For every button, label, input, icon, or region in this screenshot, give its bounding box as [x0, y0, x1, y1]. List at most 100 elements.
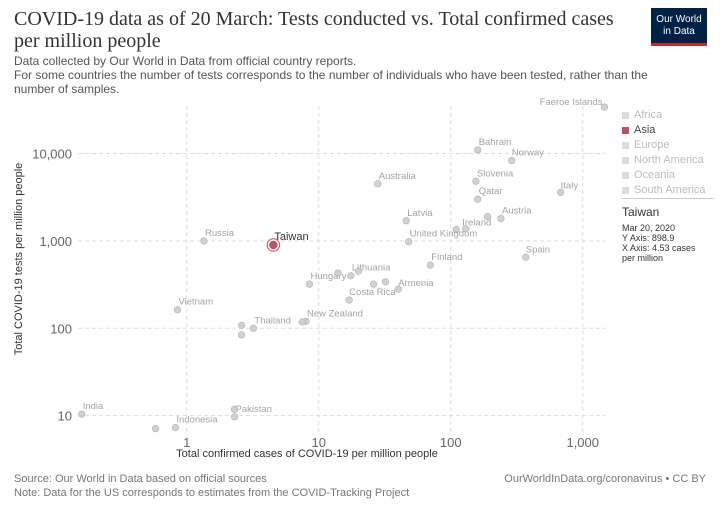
legend-label: Oceania — [634, 169, 675, 181]
footnote: Note: Data for the US corresponds to est… — [14, 487, 410, 499]
logo-text-line1: Our World — [656, 14, 702, 25]
x-axis-label: Total confirmed cases of COVID-19 per mi… — [176, 448, 438, 460]
chart-title: COVID-19 data as of 20 March: Tests cond… — [14, 8, 614, 52]
legend-label: North America — [634, 154, 704, 166]
data-point-label: Finland — [431, 252, 462, 263]
subtitle-line: Data collected by Our World in Data from… — [14, 54, 357, 68]
legend-swatch — [622, 172, 629, 179]
data-point — [405, 238, 413, 246]
x-tick-label: 1 — [183, 435, 190, 450]
data-point — [557, 188, 565, 196]
legend-item-europe[interactable]: Europe — [622, 138, 718, 153]
legend-label: South America — [634, 184, 706, 196]
data-point-label: Faeroe Islands — [540, 97, 603, 108]
legend-label: Africa — [634, 109, 663, 121]
data-point — [426, 261, 434, 269]
info-x-value: X Axis: 4.53 cases — [622, 243, 696, 253]
data-point-label: Taiwan — [274, 231, 308, 243]
legend-item-north-america[interactable]: North America — [622, 153, 718, 168]
data-point-label: Latvia — [407, 208, 433, 219]
data-point-label: Australia — [379, 171, 417, 182]
data-point-label: Thailand — [254, 315, 290, 326]
data-point-label: Costa Rica — [349, 287, 396, 298]
info-x-unit: per million — [622, 253, 664, 263]
data-point — [334, 269, 342, 277]
data-point-label: Italy — [561, 180, 579, 191]
legend-swatch — [622, 187, 629, 194]
source-url-link[interactable]: OurWorldInData.org/coronavirus • CC BY — [504, 473, 706, 485]
source-note: Source: Our World in Data based on offic… — [14, 473, 267, 485]
data-point — [237, 321, 246, 329]
data-point-label: India — [83, 401, 104, 412]
data-point — [474, 195, 482, 203]
y-tick-label: 100 — [50, 321, 72, 336]
data-point — [374, 180, 382, 188]
data-point — [200, 237, 208, 245]
data-point — [483, 212, 492, 221]
data-point-label: Vietnam — [178, 297, 213, 308]
legend-swatch — [622, 112, 629, 119]
owid-logo[interactable]: Our World in Data — [651, 8, 707, 46]
x-tick-label: 100 — [440, 435, 462, 450]
data-point-label: Austria — [502, 206, 532, 217]
data-point — [462, 225, 470, 233]
y-tick-label: 1,000 — [39, 234, 72, 249]
legend-item-south-america[interactable]: South America — [622, 183, 718, 198]
data-point — [230, 405, 239, 413]
chart-subtitle: Data collected by Our World in Data from… — [14, 54, 664, 96]
legend: Africa Asia Europe North America Oceania… — [622, 108, 718, 198]
data-point-label: Russia — [205, 228, 235, 239]
legend-swatch — [622, 157, 629, 164]
data-point — [249, 324, 258, 332]
y-tick-label: 10,000 — [32, 147, 72, 162]
data-point-label: Pakistan — [236, 404, 272, 415]
data-point — [474, 146, 482, 154]
data-point-highlighted — [267, 239, 280, 251]
data-point — [369, 280, 378, 288]
y-axis-label: Total COVID-19 tests per million people — [13, 163, 25, 356]
x-tick-label: 10 — [312, 435, 326, 450]
legend-item-asia[interactable]: Asia — [622, 123, 718, 138]
data-point-label: Qatar — [479, 186, 503, 197]
data-point — [230, 413, 239, 421]
subtitle-line: For some countries the number of tests c… — [14, 68, 648, 82]
data-point — [600, 103, 609, 111]
data-point — [171, 423, 179, 432]
data-point — [472, 177, 480, 185]
legend-swatch — [622, 142, 629, 149]
legend-item-oceania[interactable]: Oceania — [622, 168, 718, 183]
data-point-label: Hungary — [310, 271, 346, 282]
data-point — [151, 425, 160, 433]
legend-label: Europe — [634, 139, 670, 151]
subtitle-line: number of samples. — [14, 82, 120, 96]
hover-info-panel: Taiwan Mar 20, 2020 Y Axis: 898.9 X Axis… — [622, 198, 714, 263]
data-point-label: Lithuania — [352, 263, 391, 274]
legend-item-africa[interactable]: Africa — [622, 108, 718, 123]
data-point — [497, 215, 505, 223]
data-point-label: Spain — [526, 244, 550, 255]
data-point — [452, 225, 460, 234]
data-point — [345, 296, 353, 304]
legend-label: Asia — [634, 124, 656, 136]
x-tick-label: 1,000 — [566, 435, 599, 450]
data-point — [354, 267, 363, 275]
logo-accent-bar — [651, 43, 707, 46]
info-date: Mar 20, 2020 — [622, 223, 676, 233]
data-point-label: New Zealand — [307, 308, 363, 319]
data-point-label: United Kingdom — [410, 229, 478, 240]
data-point — [78, 410, 86, 418]
legend-swatch — [622, 127, 629, 134]
data-point-highlight-ring — [266, 238, 281, 252]
info-y-value: Y Axis: 898.9 — [622, 233, 675, 243]
data-point — [381, 278, 390, 286]
data-point — [173, 306, 182, 314]
data-point — [394, 285, 402, 293]
data-point — [522, 253, 530, 261]
info-country: Taiwan — [622, 205, 660, 219]
data-point — [298, 318, 306, 326]
data-point — [508, 157, 516, 165]
data-point-label: Norway — [512, 148, 544, 159]
logo-text-line2: in Data — [663, 26, 695, 37]
data-point-label: Armenia — [398, 278, 434, 289]
